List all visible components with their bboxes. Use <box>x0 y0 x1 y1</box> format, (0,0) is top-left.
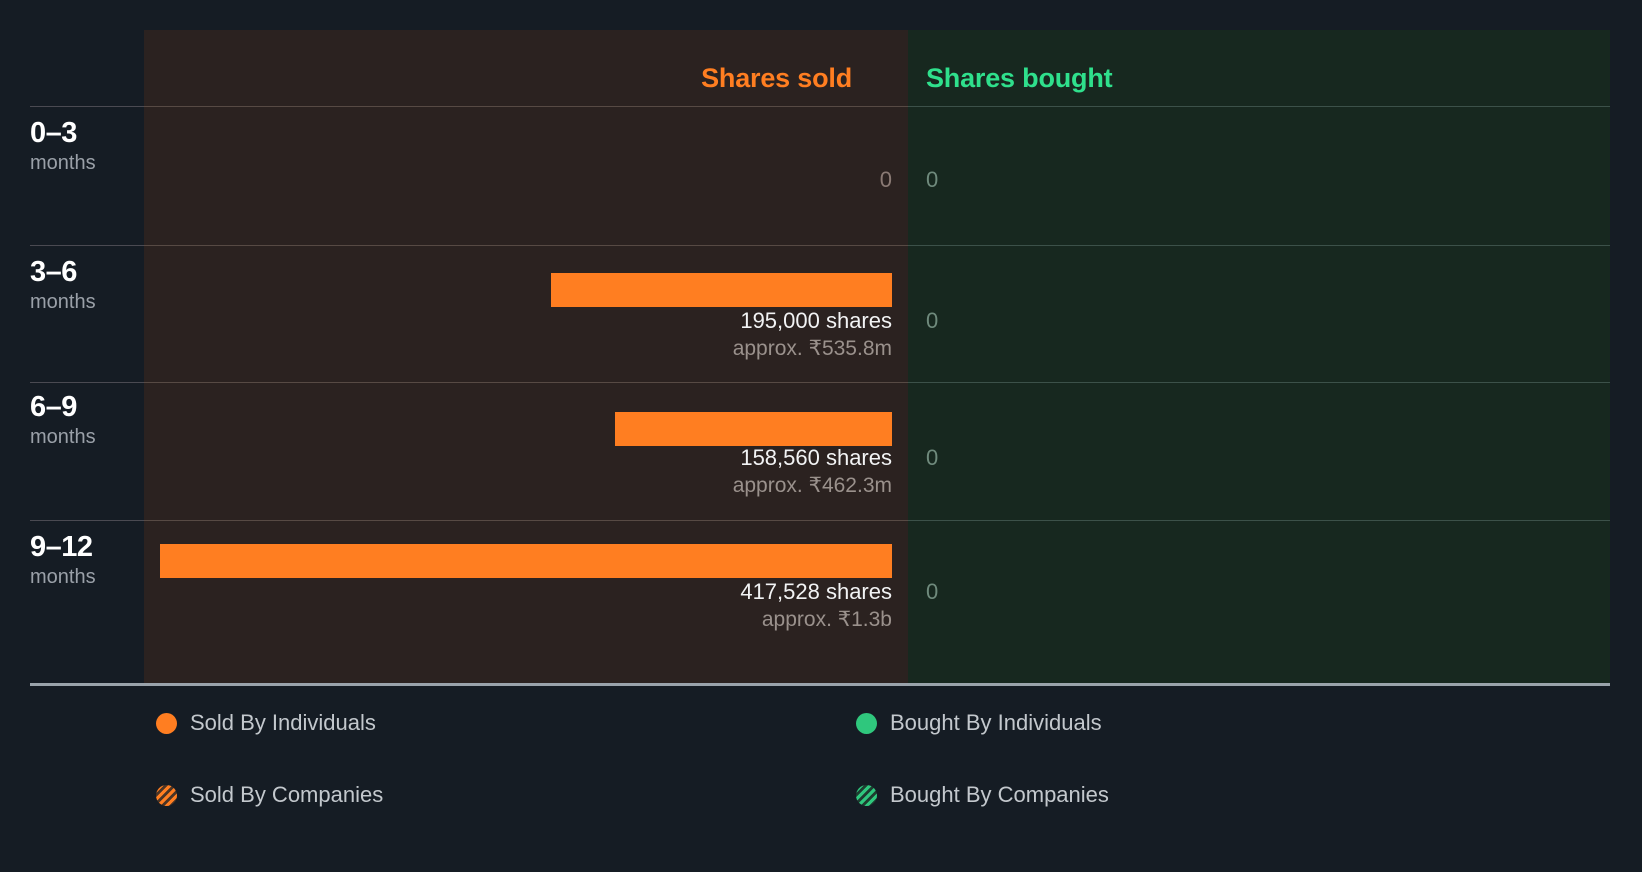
shares-sold-bar <box>551 273 892 307</box>
bought-shares-value: 0 <box>926 308 939 333</box>
sold-shares-value: 195,000 shares <box>740 308 892 333</box>
grid-rule <box>30 106 1610 107</box>
row-range-label: 3–6 <box>30 256 77 288</box>
chart-header: Shares sold Shares bought <box>0 30 1642 106</box>
circle-solid-green-icon <box>856 712 877 734</box>
bought-value-3: 0 <box>926 578 938 606</box>
bought-value-0: 0 <box>926 166 938 194</box>
sold-shares-value: 158,560 shares <box>740 445 892 470</box>
row-label-3: 9–12 months <box>30 532 140 592</box>
legend-item-sold-by-individuals[interactable]: Sold By Individuals <box>156 710 376 736</box>
table-row: 6–9 months 158,560 shares approx. ₹462.3… <box>0 382 1642 520</box>
chart-legend: Sold By Individuals Bought By Individual… <box>0 700 1642 872</box>
circle-solid-orange-icon <box>156 712 177 734</box>
row-range-label: 6–9 <box>30 391 77 423</box>
shares-sold-header: Shares sold <box>701 63 852 93</box>
legend-label: Sold By Companies <box>190 782 384 807</box>
row-range-label: 0–3 <box>30 117 77 149</box>
bought-value-1: 0 <box>926 307 938 335</box>
legend-item-bought-by-individuals[interactable]: Bought By Individuals <box>856 710 1102 736</box>
sold-value-0: 0 <box>880 166 892 194</box>
shares-sold-bar <box>160 544 892 578</box>
row-unit-label: months <box>30 291 96 314</box>
legend-label: Sold By Individuals <box>190 710 376 735</box>
table-row: 9–12 months 417,528 shares approx. ₹1.3b… <box>0 520 1642 683</box>
sold-value-3: 417,528 shares approx. ₹1.3b <box>740 578 892 634</box>
legend-item-sold-by-companies[interactable]: Sold By Companies <box>156 782 383 808</box>
row-unit-label: months <box>30 566 96 589</box>
circle-hatched-orange-icon <box>156 784 177 806</box>
bought-shares-value: 0 <box>926 167 939 192</box>
row-range-label: 9–12 <box>30 531 93 563</box>
bought-value-2: 0 <box>926 444 938 472</box>
sold-shares-value: 0 <box>879 167 892 192</box>
sold-shares-value: 417,528 shares <box>740 579 892 604</box>
row-label-2: 6–9 months <box>30 392 140 452</box>
legend-label: Bought By Companies <box>890 782 1109 807</box>
shares-bought-panel <box>908 30 1610 683</box>
shares-bought-header: Shares bought <box>926 63 1113 93</box>
table-row: 0–3 months 0 0 <box>0 106 1642 245</box>
legend-label: Bought By Individuals <box>890 710 1102 735</box>
sold-value-2: 158,560 shares approx. ₹462.3m <box>733 444 892 500</box>
row-label-0: 0–3 months <box>30 118 140 178</box>
sold-value-1: 195,000 shares approx. ₹535.8m <box>733 307 892 363</box>
axis-line-bottom <box>30 683 1610 686</box>
row-unit-label: months <box>30 152 96 175</box>
grid-rule <box>30 245 1610 246</box>
sold-approx-value: approx. ₹535.8m <box>732 336 892 360</box>
bought-shares-value: 0 <box>926 445 939 470</box>
bought-shares-value: 0 <box>926 579 939 604</box>
table-row: 3–6 months 195,000 shares approx. ₹535.8… <box>0 245 1642 382</box>
circle-hatched-green-icon <box>856 784 877 806</box>
sold-approx-value: approx. ₹462.3m <box>732 473 892 497</box>
row-label-1: 3–6 months <box>30 257 140 317</box>
shares-sold-bar <box>615 412 892 446</box>
sold-approx-value: approx. ₹1.3b <box>761 607 892 631</box>
grid-rule <box>30 520 1610 521</box>
legend-item-bought-by-companies[interactable]: Bought By Companies <box>856 782 1109 808</box>
row-unit-label: months <box>30 426 96 449</box>
grid-rule <box>30 382 1610 383</box>
